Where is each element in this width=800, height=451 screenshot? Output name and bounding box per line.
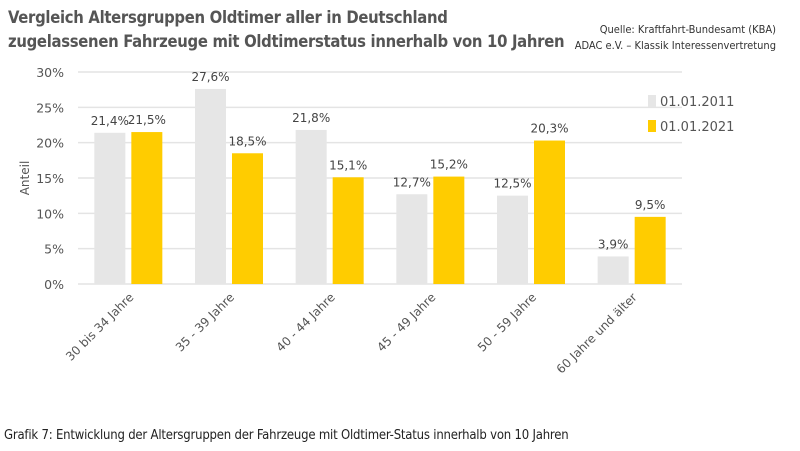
source-note: Quelle: Kraftfahrt-Bundesamt (KBA) ADAC … xyxy=(575,22,776,54)
legend-swatch xyxy=(648,120,656,132)
data-label: 9,5% xyxy=(635,198,666,212)
data-label: 21,8% xyxy=(292,111,330,125)
data-label: 20,3% xyxy=(530,122,568,136)
source-line-1: Quelle: Kraftfahrt-Bundesamt (KBA) xyxy=(599,23,776,36)
y-tick-label: 20% xyxy=(36,136,64,151)
bar xyxy=(232,153,263,284)
legend-label: 01.01.2021 xyxy=(660,120,734,135)
x-tick-label: 40 - 44 Jahre xyxy=(274,290,338,354)
data-label: 18,5% xyxy=(228,134,266,148)
x-tick-label: 50 - 59 Jahre xyxy=(475,290,539,354)
data-label: 21,5% xyxy=(128,113,166,127)
data-label: 12,5% xyxy=(493,177,531,191)
bar xyxy=(131,132,163,284)
bar xyxy=(332,177,364,284)
bar xyxy=(534,140,565,284)
data-label: 3,9% xyxy=(598,237,629,251)
y-tick-label: 25% xyxy=(36,100,64,115)
x-tick-label: 30 bis 34 Jahre xyxy=(63,290,136,363)
bar xyxy=(396,194,428,284)
source-line-2: ADAC e.V. – Klassik Interessenvertretung xyxy=(574,39,776,52)
x-tick-label: 35 - 39 Jahre xyxy=(173,290,237,354)
figure-caption: Grafik 7: Entwicklung der Altersgruppen … xyxy=(4,428,569,443)
bar xyxy=(497,195,528,284)
title-line-2: zugelassenen Fahrzeuge mit Oldtimerstatu… xyxy=(8,32,565,51)
legend-label: 01.01.2011 xyxy=(660,95,734,110)
data-label: 21,4% xyxy=(91,114,129,128)
y-tick-label: 0% xyxy=(44,277,64,292)
title-line-1: Vergleich Altersgruppen Oldtimer aller i… xyxy=(8,8,448,27)
bar xyxy=(433,176,465,284)
data-label: 12,7% xyxy=(393,175,431,189)
x-tick-label: 60 Jahre und älter xyxy=(554,290,640,376)
bar xyxy=(597,256,629,284)
y-axis-label: Anteil xyxy=(18,161,32,196)
chart-title: Vergleich Altersgruppen Oldtimer aller i… xyxy=(8,6,565,54)
y-tick-label: 30% xyxy=(36,65,64,80)
y-tick-label: 5% xyxy=(44,242,64,257)
data-label: 15,1% xyxy=(329,158,367,172)
x-tick-label: 45 - 49 Jahre xyxy=(374,290,438,354)
bar xyxy=(195,88,226,285)
y-tick-label: 10% xyxy=(36,206,64,221)
data-label: 27,6% xyxy=(191,70,229,84)
bar xyxy=(295,129,327,284)
bar xyxy=(634,216,666,284)
bar xyxy=(94,132,126,284)
data-label: 15,2% xyxy=(430,158,468,172)
y-tick-label: 15% xyxy=(36,171,64,186)
legend-swatch xyxy=(648,95,656,107)
